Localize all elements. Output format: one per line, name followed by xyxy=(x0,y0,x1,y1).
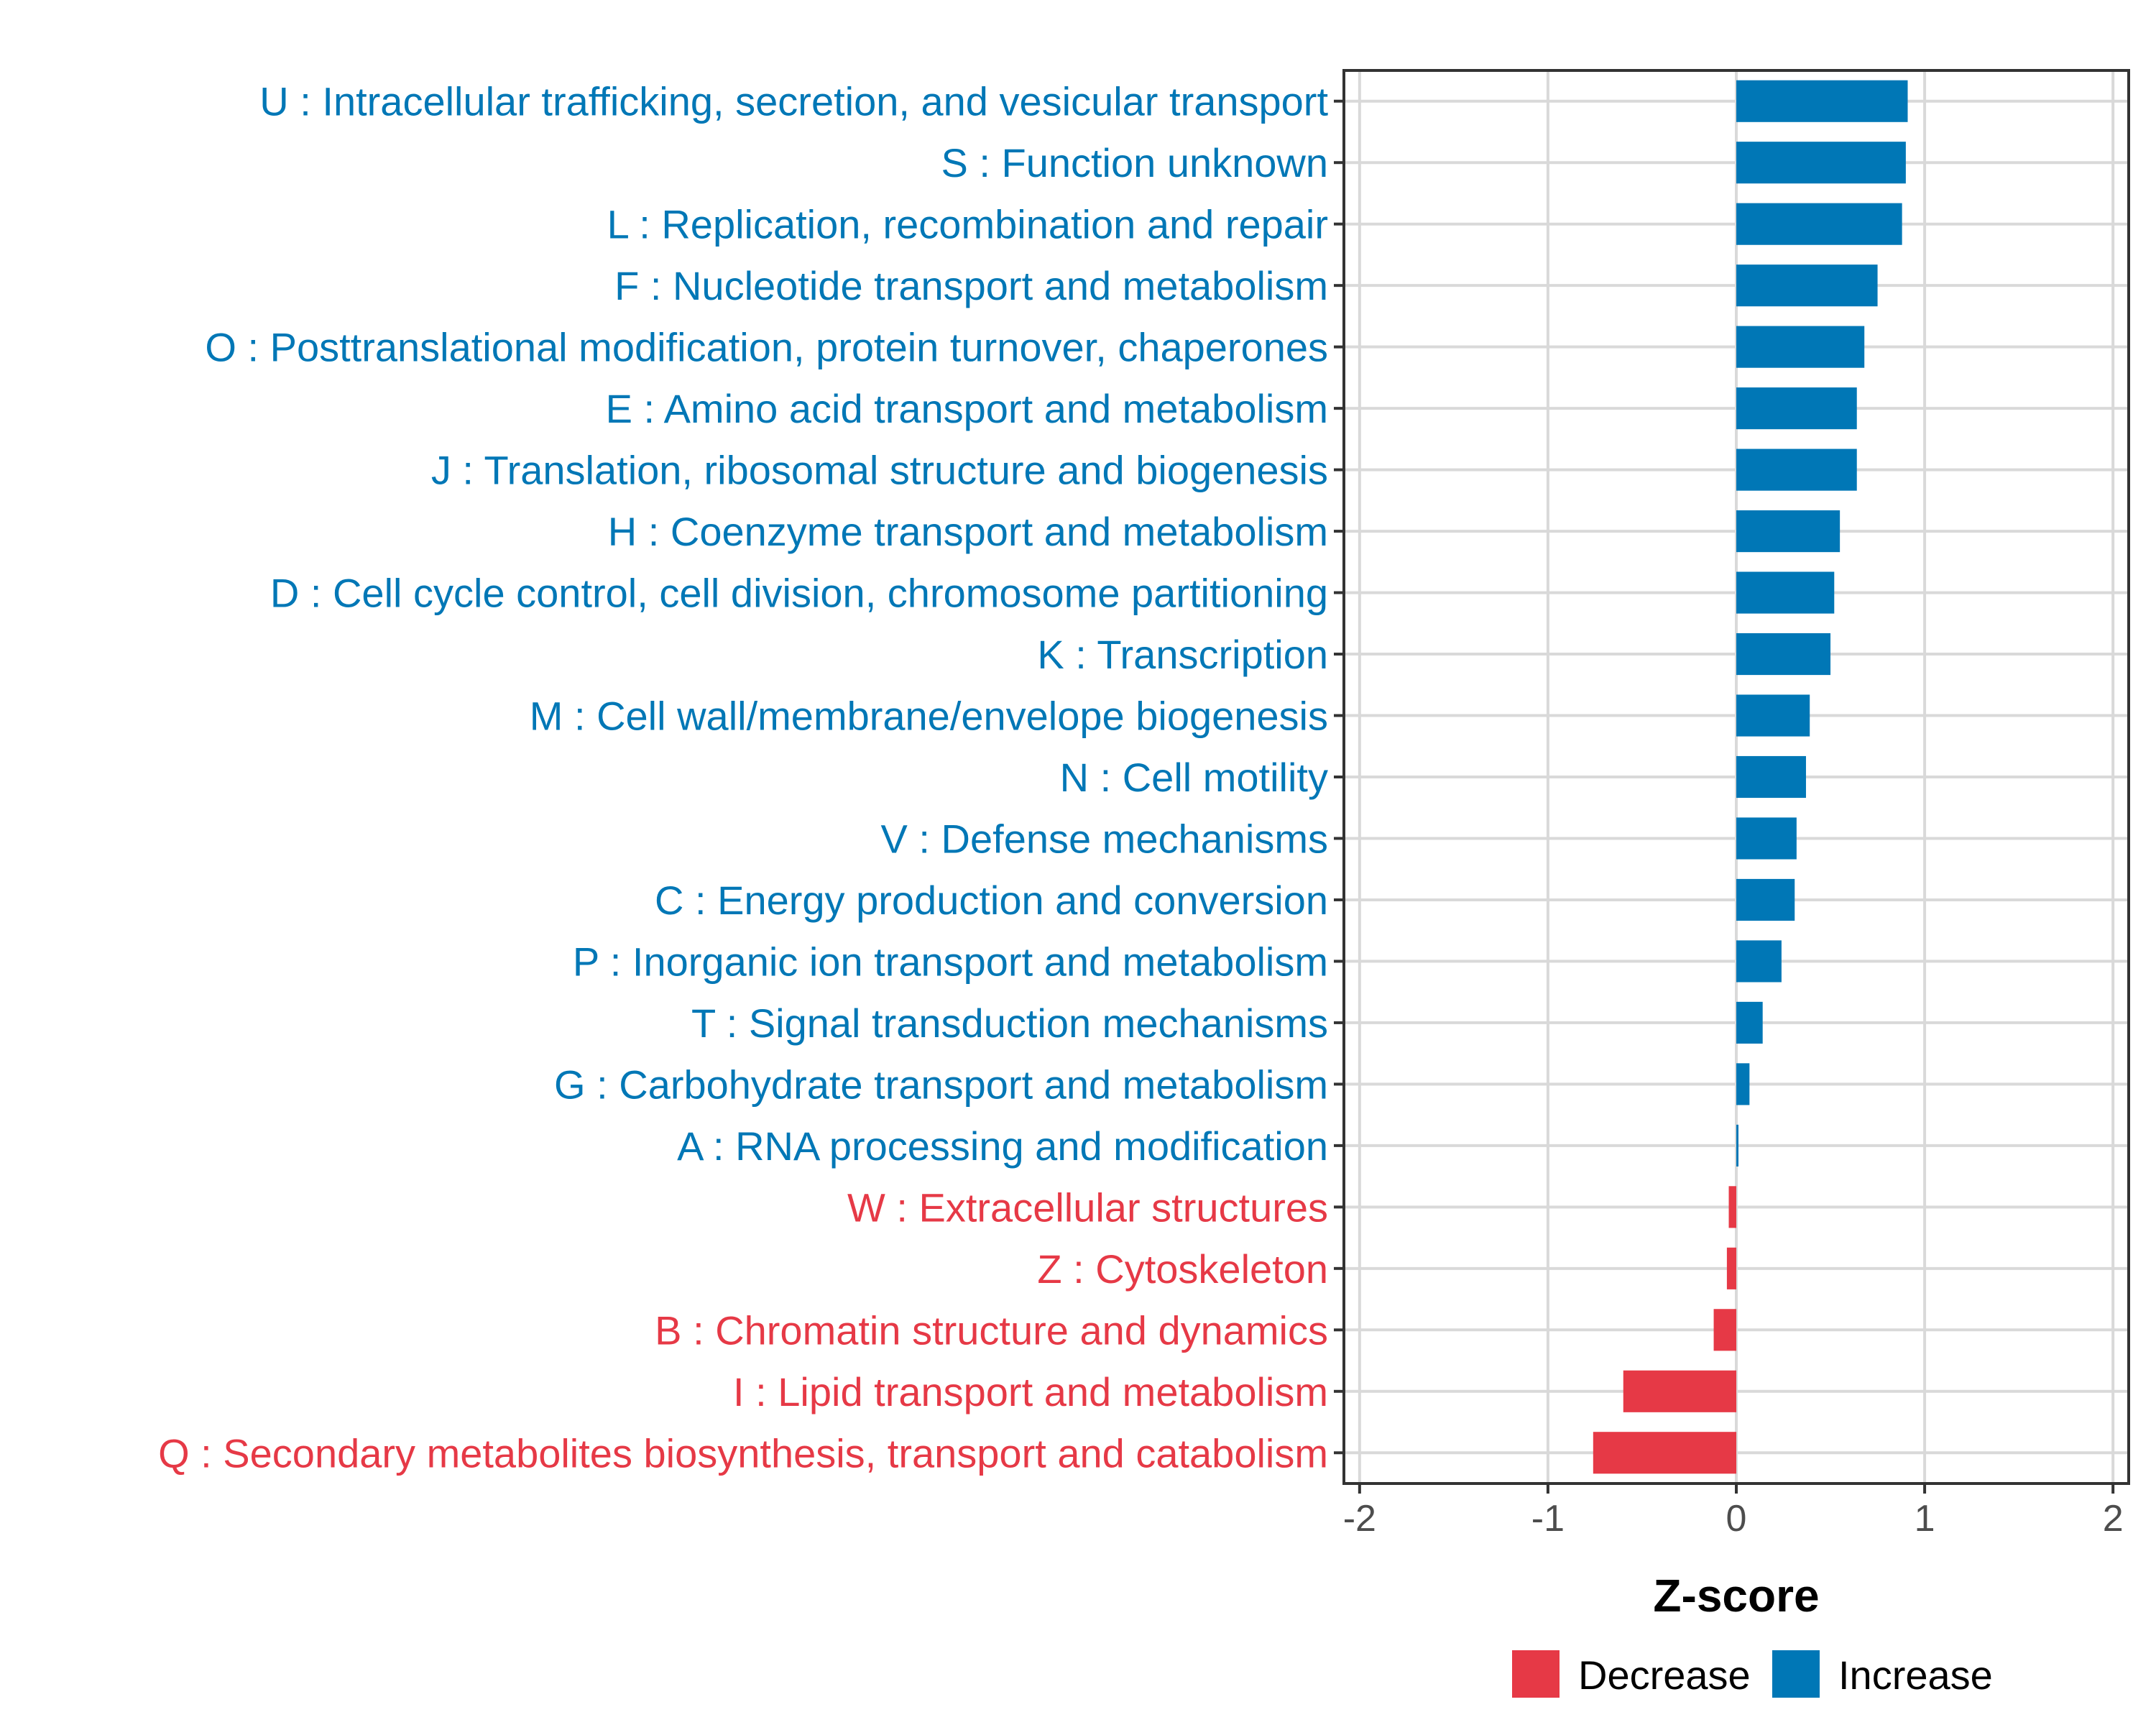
bar xyxy=(1736,632,1831,676)
bar xyxy=(1736,817,1797,860)
bar xyxy=(1623,1370,1736,1412)
bar xyxy=(1736,1063,1750,1105)
category-label: K : Transcription xyxy=(1037,632,1328,677)
legend-swatch xyxy=(1512,1650,1560,1698)
legend-swatch xyxy=(1772,1650,1820,1698)
x-ticks: -2 -1 0 1 2 xyxy=(1343,1484,2124,1540)
bar xyxy=(1736,510,1841,553)
bar xyxy=(1736,940,1782,983)
bar xyxy=(1736,878,1795,921)
category-label: J : Translation, ribosomal structure and… xyxy=(431,448,1328,493)
bar xyxy=(1736,694,1810,737)
category-label: W : Extracellular structures xyxy=(847,1184,1328,1230)
category-labels: U : Intracellular trafficking, secretion… xyxy=(158,79,1328,1476)
category-label: B : Chromatin structure and dynamics xyxy=(655,1307,1328,1353)
x-tick-label: 2 xyxy=(2103,1498,2124,1540)
y-ticks xyxy=(1334,99,1344,1455)
category-label: Q : Secondary metabolites biosynthesis, … xyxy=(158,1430,1328,1476)
bar xyxy=(1593,1432,1736,1474)
category-label: T : Signal transduction mechanisms xyxy=(691,1000,1328,1046)
bar xyxy=(1736,264,1878,307)
bar xyxy=(1736,142,1906,184)
category-label: G : Carbohydrate transport and metabolis… xyxy=(554,1062,1328,1107)
category-label: C : Energy production and conversion xyxy=(655,878,1328,923)
x-tick-label: -1 xyxy=(1531,1498,1565,1540)
category-label: H : Coenzyme transport and metabolism xyxy=(608,509,1328,554)
category-label: D : Cell cycle control, cell division, c… xyxy=(270,571,1328,616)
legend-label: Increase xyxy=(1838,1652,1993,1698)
legend-label: Decrease xyxy=(1578,1652,1751,1698)
x-tick-label: 0 xyxy=(1726,1498,1747,1540)
category-label: S : Function unknown xyxy=(941,140,1328,185)
bar xyxy=(1736,1001,1763,1044)
bars xyxy=(1593,80,1908,1474)
category-label: I : Lipid transport and metabolism xyxy=(733,1369,1328,1414)
category-label: A : RNA processing and modification xyxy=(677,1123,1328,1169)
x-tick-label: -2 xyxy=(1343,1498,1376,1540)
category-label: U : Intracellular trafficking, secretion… xyxy=(259,79,1328,124)
category-label: E : Amino acid transport and metabolism xyxy=(606,386,1328,431)
x-axis-title: Z-score xyxy=(1653,1570,1819,1622)
category-label: O : Posttranslational modification, prot… xyxy=(205,325,1328,370)
bar xyxy=(1736,448,1857,491)
bar xyxy=(1736,80,1908,122)
bar xyxy=(1736,755,1806,799)
x-tick-label: 1 xyxy=(1915,1498,1935,1540)
bar xyxy=(1736,326,1865,368)
legend: Decrease Increase xyxy=(1512,1650,1993,1698)
category-label: V : Defense mechanisms xyxy=(881,816,1328,861)
bar xyxy=(1736,1124,1738,1167)
bar xyxy=(1736,387,1857,430)
bar xyxy=(1726,1247,1736,1289)
category-label: Z : Cytoskeleton xyxy=(1037,1246,1328,1292)
category-label: F : Nucleotide transport and metabolism xyxy=(614,263,1328,308)
category-label: P : Inorganic ion transport and metaboli… xyxy=(573,939,1328,984)
bar xyxy=(1736,571,1835,614)
category-label: N : Cell motility xyxy=(1060,755,1328,800)
bar xyxy=(1713,1309,1736,1351)
bar xyxy=(1728,1186,1736,1228)
category-label: L : Replication, recombination and repai… xyxy=(607,202,1328,247)
category-label: M : Cell wall/membrane/envelope biogenes… xyxy=(530,694,1328,739)
bar xyxy=(1736,203,1902,245)
